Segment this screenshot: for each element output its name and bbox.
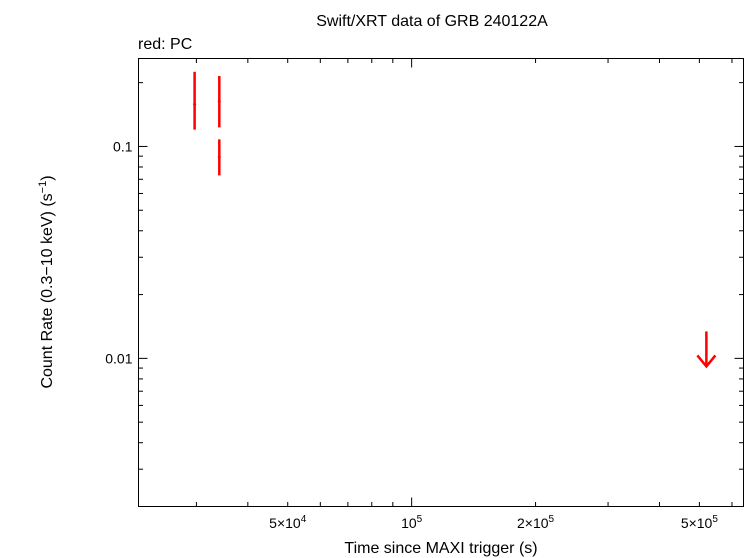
x-tick-label-exponent: 4 [301, 514, 307, 525]
x-tick-label-base: 10 [401, 515, 417, 531]
data-point [217, 139, 221, 176]
x-tick-label-base: 2×10 [517, 515, 549, 531]
y-axis-ticks [138, 82, 744, 507]
x-tick-label: 5×105 [681, 514, 719, 531]
x-axis-label: Time since MAXI trigger (s) [344, 540, 537, 557]
chart-subtitle: red: PC [138, 36, 192, 53]
y-tick-label: 0.01 [105, 350, 132, 366]
x-tick-label: 5×104 [269, 514, 307, 531]
x-tick-label-exponent: 5 [712, 514, 718, 525]
x-axis-tick-labels: 5×104 105 2×105 5×105 [269, 514, 718, 531]
data-point [217, 75, 221, 128]
x-tick-label: 105 [401, 514, 423, 531]
y-axis-label-main: Count Rate (0.3−10 keV) (s [39, 193, 56, 388]
x-tick-label-exponent: 5 [417, 514, 423, 525]
y-axis-label: Count Rate (0.3−10 keV) (s−1) [37, 175, 56, 388]
x-tick-label: 2×105 [517, 514, 555, 531]
y-axis-tick-labels: 0.1 0.01 [105, 138, 132, 366]
x-tick-label-base: 5×10 [269, 515, 301, 531]
y-axis-label-exponent: −1 [37, 181, 49, 194]
chart-title: Swift/XRT data of GRB 240122A [316, 13, 548, 30]
y-axis-label-close: ) [39, 175, 56, 180]
upper-limit [696, 331, 717, 369]
x-tick-label-base: 5×10 [681, 515, 713, 531]
x-axis-ticks [195, 58, 733, 507]
upper-limit-arrowhead [696, 354, 717, 369]
plot-frame [138, 58, 744, 507]
x-tick-label-exponent: 5 [549, 514, 555, 525]
data-points [193, 71, 717, 369]
y-tick-label: 0.1 [113, 138, 133, 154]
data-point [193, 71, 197, 130]
